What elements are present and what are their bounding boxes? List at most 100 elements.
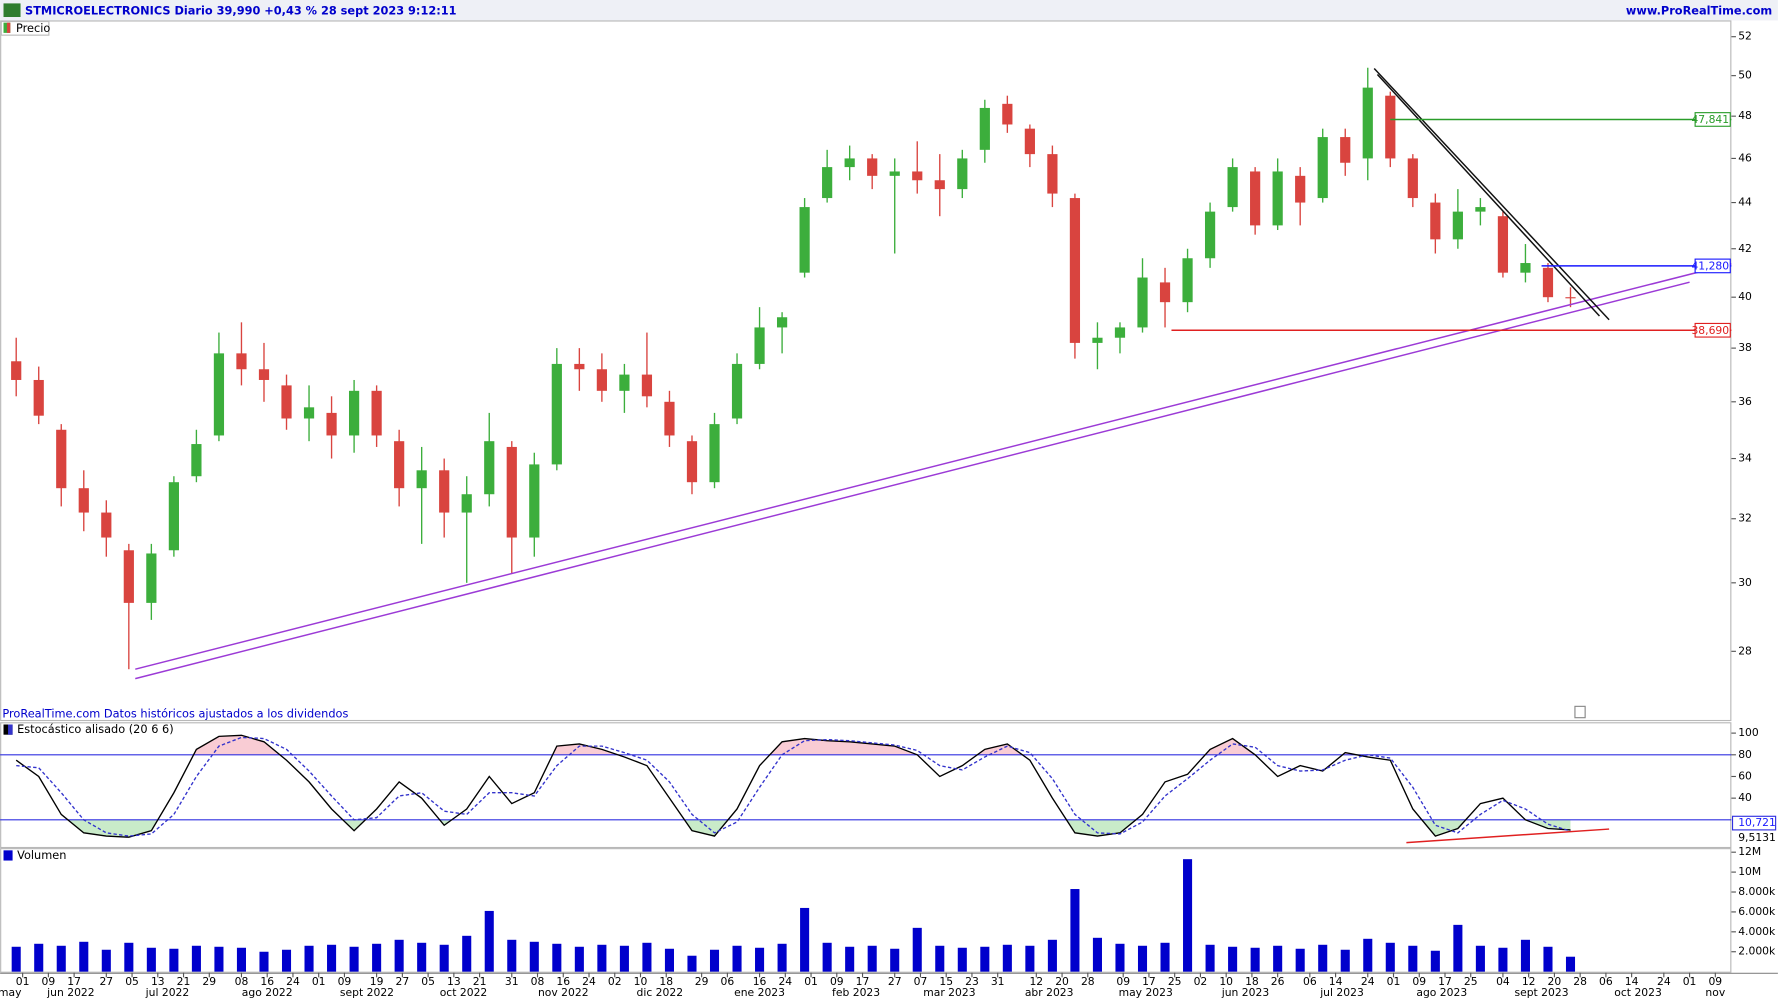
month-label: may 2023: [1119, 986, 1173, 999]
volume-bar: [1295, 948, 1305, 972]
y-tick-label: 38: [1738, 341, 1752, 354]
x-tick-label: 13: [447, 975, 461, 988]
x-tick-label: 13: [151, 975, 165, 988]
x-tick-label: 01: [1683, 975, 1697, 988]
x-tick-label: 31: [505, 975, 519, 988]
month-label: jul 2023: [1319, 986, 1364, 999]
x-tick-label: 01: [312, 975, 326, 988]
x-tick-label: 17: [67, 975, 81, 988]
candle-body: [867, 158, 878, 176]
x-tick-label: 16: [753, 975, 767, 988]
header-site[interactable]: www.ProRealTime.com: [1626, 3, 1772, 17]
month-label: ene 2023: [734, 986, 785, 999]
volume-bar: [439, 944, 449, 972]
volume-bar: [79, 941, 89, 972]
candle-body: [844, 158, 855, 168]
volume-bar: [1205, 944, 1215, 972]
x-tick-label: 16: [260, 975, 274, 988]
trend-line: [1373, 68, 1610, 321]
month-label: sept 2023: [1514, 986, 1568, 999]
volume-bar: [709, 949, 720, 972]
x-tick-label: 18: [1245, 975, 1259, 988]
candle-body: [1092, 337, 1103, 343]
volume-bar: [1047, 939, 1057, 972]
candle-body: [1520, 263, 1531, 273]
candle-body: [1002, 103, 1013, 125]
candle-body: [889, 171, 900, 176]
volume-bar: [462, 935, 472, 972]
y-tick-label: 46: [1738, 151, 1752, 164]
candle-body: [686, 441, 698, 483]
x-tick-label: 09: [1412, 975, 1426, 988]
trend-line: [135, 263, 1732, 670]
volume-bar: [664, 948, 674, 972]
candle-body: [1497, 216, 1509, 273]
candle-body: [101, 512, 112, 538]
x-tick-label: 27: [888, 975, 902, 988]
volume-bar: [394, 939, 404, 972]
volume-bar: [169, 948, 179, 972]
y-tick-label: 28: [1738, 644, 1752, 657]
candle-body: [1542, 267, 1554, 298]
trend-line: [1376, 73, 1601, 317]
app-icon: [3, 3, 21, 18]
volume-bar: [1520, 939, 1530, 972]
volume-bar: [417, 942, 427, 972]
volume-bar: [1385, 942, 1395, 972]
x-tick-label: 01: [16, 975, 30, 988]
y-tick-label: 60: [1738, 769, 1752, 782]
y-tick-label: 30: [1738, 576, 1752, 589]
candle-body: [1272, 171, 1283, 226]
volume-bar: [912, 927, 922, 972]
volume-bar: [214, 946, 224, 972]
candle-body: [979, 107, 990, 150]
candle-body: [957, 158, 968, 190]
volume-bar: [1340, 949, 1350, 972]
x-tick-label: 24: [582, 975, 596, 988]
stoch-panel: [0, 722, 1732, 849]
volume-bar: [507, 939, 517, 972]
x-tick-label: 06: [721, 975, 735, 988]
candle-body: [912, 171, 923, 181]
month-label: oct 2022: [440, 986, 488, 999]
legend-box: [0, 20, 50, 36]
x-tick-label: 08: [531, 975, 545, 988]
candle-body: [394, 441, 405, 489]
last-value-label: 10,721: [1738, 816, 1776, 829]
level-label-box: [1694, 322, 1731, 338]
x-tick-label: 05: [125, 975, 139, 988]
x-tick-label: 20: [1055, 975, 1069, 988]
y-tick-label: 36: [1738, 395, 1752, 408]
overbought-fill: [16, 735, 1571, 755]
x-tick-label: 31: [991, 975, 1005, 988]
candle-body: [934, 180, 945, 190]
info-icon[interactable]: [1574, 705, 1586, 719]
month-label: nov: [1705, 986, 1725, 999]
candle-body: [326, 412, 337, 436]
x-tick-label: 29: [695, 975, 709, 988]
candle-body: [1250, 171, 1261, 226]
stoch-line: [16, 736, 1571, 837]
x-tick-label: 12: [1522, 975, 1536, 988]
x-tick-label: 25: [1168, 975, 1182, 988]
candle-body: [574, 363, 585, 370]
volume-bar: [124, 942, 134, 972]
level-label: 38,690: [1691, 324, 1729, 337]
month-label: sept 2022: [340, 986, 394, 999]
y-tick-label: 42: [1738, 242, 1752, 255]
candle-body: [731, 363, 743, 419]
y-tick-label: 32: [1738, 512, 1752, 525]
candle-body: [213, 353, 225, 436]
volume-bar: [56, 945, 66, 972]
volume-bar: [1137, 945, 1148, 972]
month-label: feb 2023: [832, 986, 880, 999]
volume-bar: [281, 949, 292, 972]
month-label: jul 2022: [145, 986, 190, 999]
volume-title: Volumen: [17, 848, 66, 862]
candle-body: [439, 470, 450, 513]
note: ProRealTime.com Datos históricos ajustad…: [2, 706, 348, 720]
volume-bar: [755, 947, 765, 972]
volume-bar: [1475, 945, 1485, 972]
candle-body: [168, 482, 179, 551]
x-tick-label: 26: [1271, 975, 1285, 988]
